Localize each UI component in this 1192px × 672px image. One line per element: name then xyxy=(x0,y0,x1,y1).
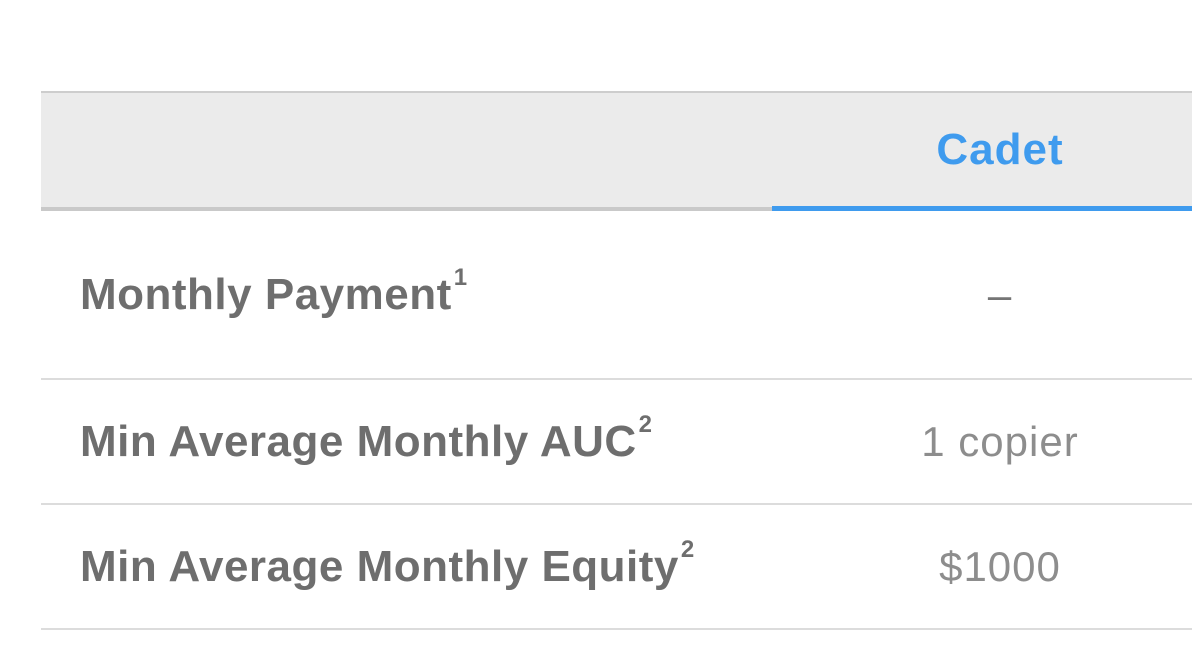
feature-label-text: Min Average Monthly AUC xyxy=(80,416,637,466)
table-row-min-avg-monthly-auc: Min Average Monthly AUC 2 1 copier xyxy=(41,380,1192,505)
feature-label-text: Monthly Payment xyxy=(80,269,452,319)
feature-label-min-avg-monthly-auc: Min Average Monthly AUC 2 xyxy=(80,410,653,466)
table-row-min-avg-monthly-equity: Min Average Monthly Equity 2 $1000 xyxy=(41,505,1192,630)
plan-comparison-table: Cadet Monthly Payment 1 – Min Average Mon… xyxy=(41,91,1192,630)
table-row-monthly-payment: Monthly Payment 1 – xyxy=(41,211,1192,380)
plan-tab-cadet[interactable]: Cadet xyxy=(772,93,1192,211)
plan-value-min-avg-monthly-equity: $1000 xyxy=(939,542,1061,590)
plan-value-min-avg-monthly-auc: 1 copier xyxy=(921,417,1079,465)
feature-label-monthly-payment: Monthly Payment 1 xyxy=(80,263,468,319)
table-header-row: Cadet xyxy=(41,91,1192,211)
feature-column-header-empty xyxy=(41,93,772,211)
feature-label-min-avg-monthly-equity: Min Average Monthly Equity 2 xyxy=(80,535,695,591)
feature-label-text: Min Average Monthly Equity xyxy=(80,541,679,591)
plan-value-monthly-payment: – xyxy=(987,270,1013,318)
